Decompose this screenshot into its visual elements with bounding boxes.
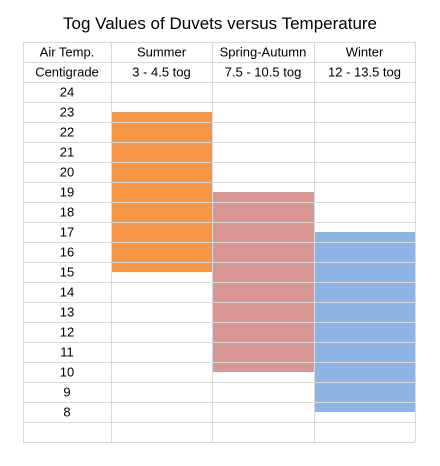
header-sublabel: 12 - 13.5 tog — [328, 64, 401, 79]
temperature-label: 9 — [63, 384, 70, 399]
temperature-label: 11 — [60, 344, 74, 359]
temperature-label: 20 — [60, 164, 74, 179]
temperature-label: 12 — [60, 324, 74, 339]
header-label: Summer — [137, 44, 187, 59]
header-sublabel: 3 - 4.5 tog — [132, 64, 191, 79]
temperature-label: 24 — [60, 84, 74, 99]
chart-title: Tog Values of Duvets versus Temperature — [62, 14, 378, 33]
header-label: Air Temp. — [40, 44, 95, 59]
temperature-label: 13 — [60, 304, 74, 319]
header-label: Spring-Autumn — [220, 44, 307, 59]
labels-layer: Air Temp. Summer Spring-Autumn Winter Centig… — [35, 44, 401, 419]
header-sublabel: Centigrade — [35, 64, 99, 79]
temperature-label: 14 — [60, 284, 74, 299]
temperature-label: 21 — [60, 144, 74, 159]
temperature-label: 15 — [60, 264, 74, 279]
header-label: Winter — [346, 44, 384, 59]
temperature-label: 10 — [60, 364, 74, 379]
temperature-label: 17 — [60, 224, 74, 239]
temperature-label: 23 — [60, 104, 74, 119]
temperature-label: 19 — [60, 184, 74, 199]
temperature-label: 16 — [60, 244, 74, 259]
temperature-label: 8 — [63, 404, 70, 419]
band-summer — [111, 112, 212, 272]
temperature-label: 18 — [60, 204, 74, 219]
header-sublabel: 7.5 - 10.5 tog — [225, 64, 302, 79]
temperature-label: 22 — [60, 124, 74, 139]
grid-layer — [23, 42, 416, 443]
